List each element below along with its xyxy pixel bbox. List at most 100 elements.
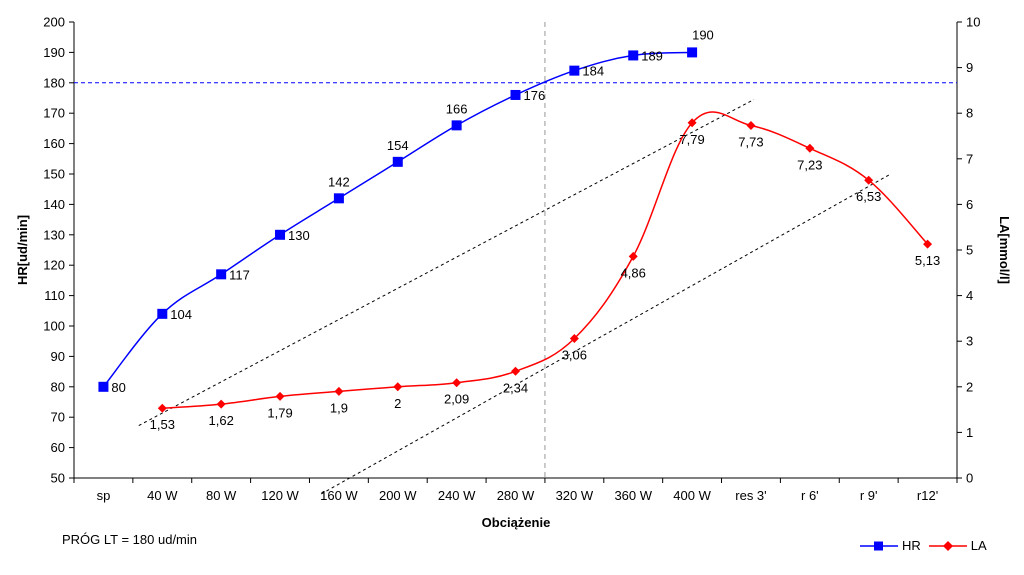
la-point: [275, 391, 285, 401]
hr-point: [451, 120, 462, 131]
y2-tick-label: 2: [966, 379, 973, 394]
y2-tick-label: 6: [966, 197, 973, 212]
y-tick-label: 150: [43, 167, 65, 182]
y-tick-label: 60: [51, 440, 65, 455]
la-point: [334, 386, 344, 396]
y-tick-label: 200: [43, 15, 65, 30]
y-tick-label: 170: [43, 106, 65, 121]
la-point: [452, 378, 462, 388]
hr-point: [157, 308, 168, 319]
x-tick-label: 80 W: [206, 488, 237, 503]
x-tick-label: r12': [917, 488, 938, 503]
legend-hr-swatch: [860, 541, 898, 550]
la-point: [157, 403, 167, 413]
y2-tick-label: 10: [966, 15, 980, 30]
series-hr-line: [102, 51, 693, 388]
la-point: [923, 239, 933, 249]
la-point: [511, 366, 520, 376]
y-tick-label: 130: [43, 227, 65, 242]
y2-tick-label: 4: [966, 288, 973, 303]
tick-labels: 5060708090100110120130140150160170180190…: [43, 15, 980, 504]
hr-data-label: 130: [288, 228, 310, 243]
hr-point: [275, 229, 286, 240]
hr-data-label: 176: [524, 88, 546, 103]
legend-la-swatch: [928, 540, 967, 551]
y-tick-label: 70: [51, 410, 65, 425]
series: [98, 47, 933, 413]
x-tick-label: 360 W: [614, 488, 652, 503]
la-point: [805, 143, 815, 153]
la-data-label: 1,79: [267, 405, 292, 420]
hr-data-label: 80: [111, 380, 125, 395]
x-tick-label: 240 W: [438, 488, 476, 503]
x-tick-label: res 3': [735, 488, 766, 503]
la-data-label: 2: [394, 396, 401, 411]
la-data-label: 1,53: [150, 417, 175, 432]
hr-point: [98, 381, 109, 392]
x-tick-label: 280 W: [497, 488, 535, 503]
x-tick-label: sp: [97, 488, 111, 503]
trend-line: [320, 174, 890, 495]
la-data-label: 2,34: [503, 380, 528, 395]
legend-la-label: LA: [970, 538, 987, 553]
la-data-label: 7,23: [797, 157, 822, 172]
hr-point: [687, 47, 698, 58]
la-point: [569, 333, 579, 343]
la-data-label: 4,86: [621, 265, 646, 280]
x-axis-title: Obciążenie: [482, 515, 551, 530]
hr-data-label: 166: [446, 101, 468, 116]
hr-data-label: 104: [170, 307, 192, 322]
legend-item-la: LA: [928, 538, 987, 553]
y-axis-title: HR[ud/min]: [15, 215, 30, 285]
x-tick-label: 120 W: [261, 488, 299, 503]
hr-point: [216, 269, 227, 280]
y2-tick-label: 7: [966, 151, 973, 166]
y-tick-label: 190: [43, 45, 65, 60]
la-data-label: 6,53: [856, 189, 881, 204]
y-tick-label: 80: [51, 379, 65, 394]
y2-tick-label: 3: [966, 334, 973, 349]
x-tick-label: r 9': [860, 488, 878, 503]
hr-point: [392, 156, 403, 167]
axes: [69, 21, 962, 483]
y2-tick-label: 9: [966, 60, 973, 75]
la-data-label: 1,62: [209, 413, 234, 428]
la-data-label: 3,06: [562, 347, 587, 362]
reference-lines: [74, 22, 957, 495]
hr-data-label: 154: [387, 138, 409, 153]
x-tick-label: r 6': [801, 488, 819, 503]
hr-point: [510, 89, 521, 100]
y2-tick-label: 8: [966, 106, 973, 121]
y2-tick-label: 1: [966, 425, 973, 440]
hr-data-label: 142: [328, 174, 350, 189]
la-point: [216, 399, 226, 409]
y-tick-label: 110: [44, 288, 65, 303]
hr-data-label: 117: [229, 267, 250, 282]
x-tick-label: 320 W: [556, 488, 594, 503]
hr-data-label: 184: [582, 64, 604, 79]
y-tick-label: 140: [43, 197, 65, 212]
trend-line: [138, 99, 755, 427]
la-point: [687, 118, 697, 128]
y-tick-label: 100: [43, 319, 65, 334]
hr-data-label: 190: [692, 27, 714, 42]
legend-item-hr: HR: [860, 538, 921, 553]
data-labels: 80 104 117 130 142 154 166 176 184 189 190 1,53 1,62…: [111, 27, 940, 432]
la-data-label: 7,73: [738, 135, 763, 150]
x-tick-label: 40 W: [147, 488, 178, 503]
legend: HR LA: [860, 538, 987, 553]
y-tick-label: 180: [43, 75, 65, 90]
la-data-label: 7,79: [679, 132, 704, 147]
y-tick-label: 160: [43, 136, 65, 151]
y-tick-label: 120: [43, 258, 65, 273]
y-tick-label: 50: [51, 471, 65, 486]
hr-point: [333, 193, 344, 204]
hr-point: [569, 65, 580, 76]
la-data-label: 2,09: [444, 392, 469, 407]
x-tick-label: 400 W: [673, 488, 711, 503]
legend-hr-label: HR: [902, 538, 921, 553]
y-tick-label: 90: [51, 349, 65, 364]
y2-axis-title: LA[mmol/l]: [997, 216, 1012, 284]
la-point: [864, 175, 874, 185]
